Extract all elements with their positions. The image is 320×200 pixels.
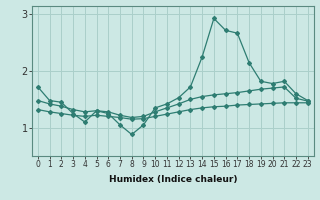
X-axis label: Humidex (Indice chaleur): Humidex (Indice chaleur) bbox=[108, 175, 237, 184]
